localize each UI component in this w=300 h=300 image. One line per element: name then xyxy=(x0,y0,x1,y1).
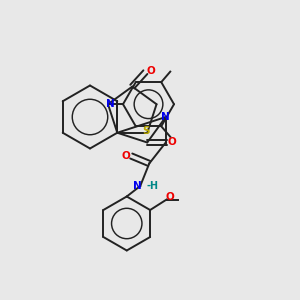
Text: O: O xyxy=(146,66,155,76)
Text: N: N xyxy=(133,181,142,191)
Text: S: S xyxy=(142,126,149,136)
Text: O: O xyxy=(166,192,175,202)
Text: N: N xyxy=(161,112,170,122)
Text: O: O xyxy=(168,137,176,148)
Text: -H: -H xyxy=(147,181,159,191)
Text: O: O xyxy=(122,151,130,161)
Text: N: N xyxy=(106,99,115,109)
